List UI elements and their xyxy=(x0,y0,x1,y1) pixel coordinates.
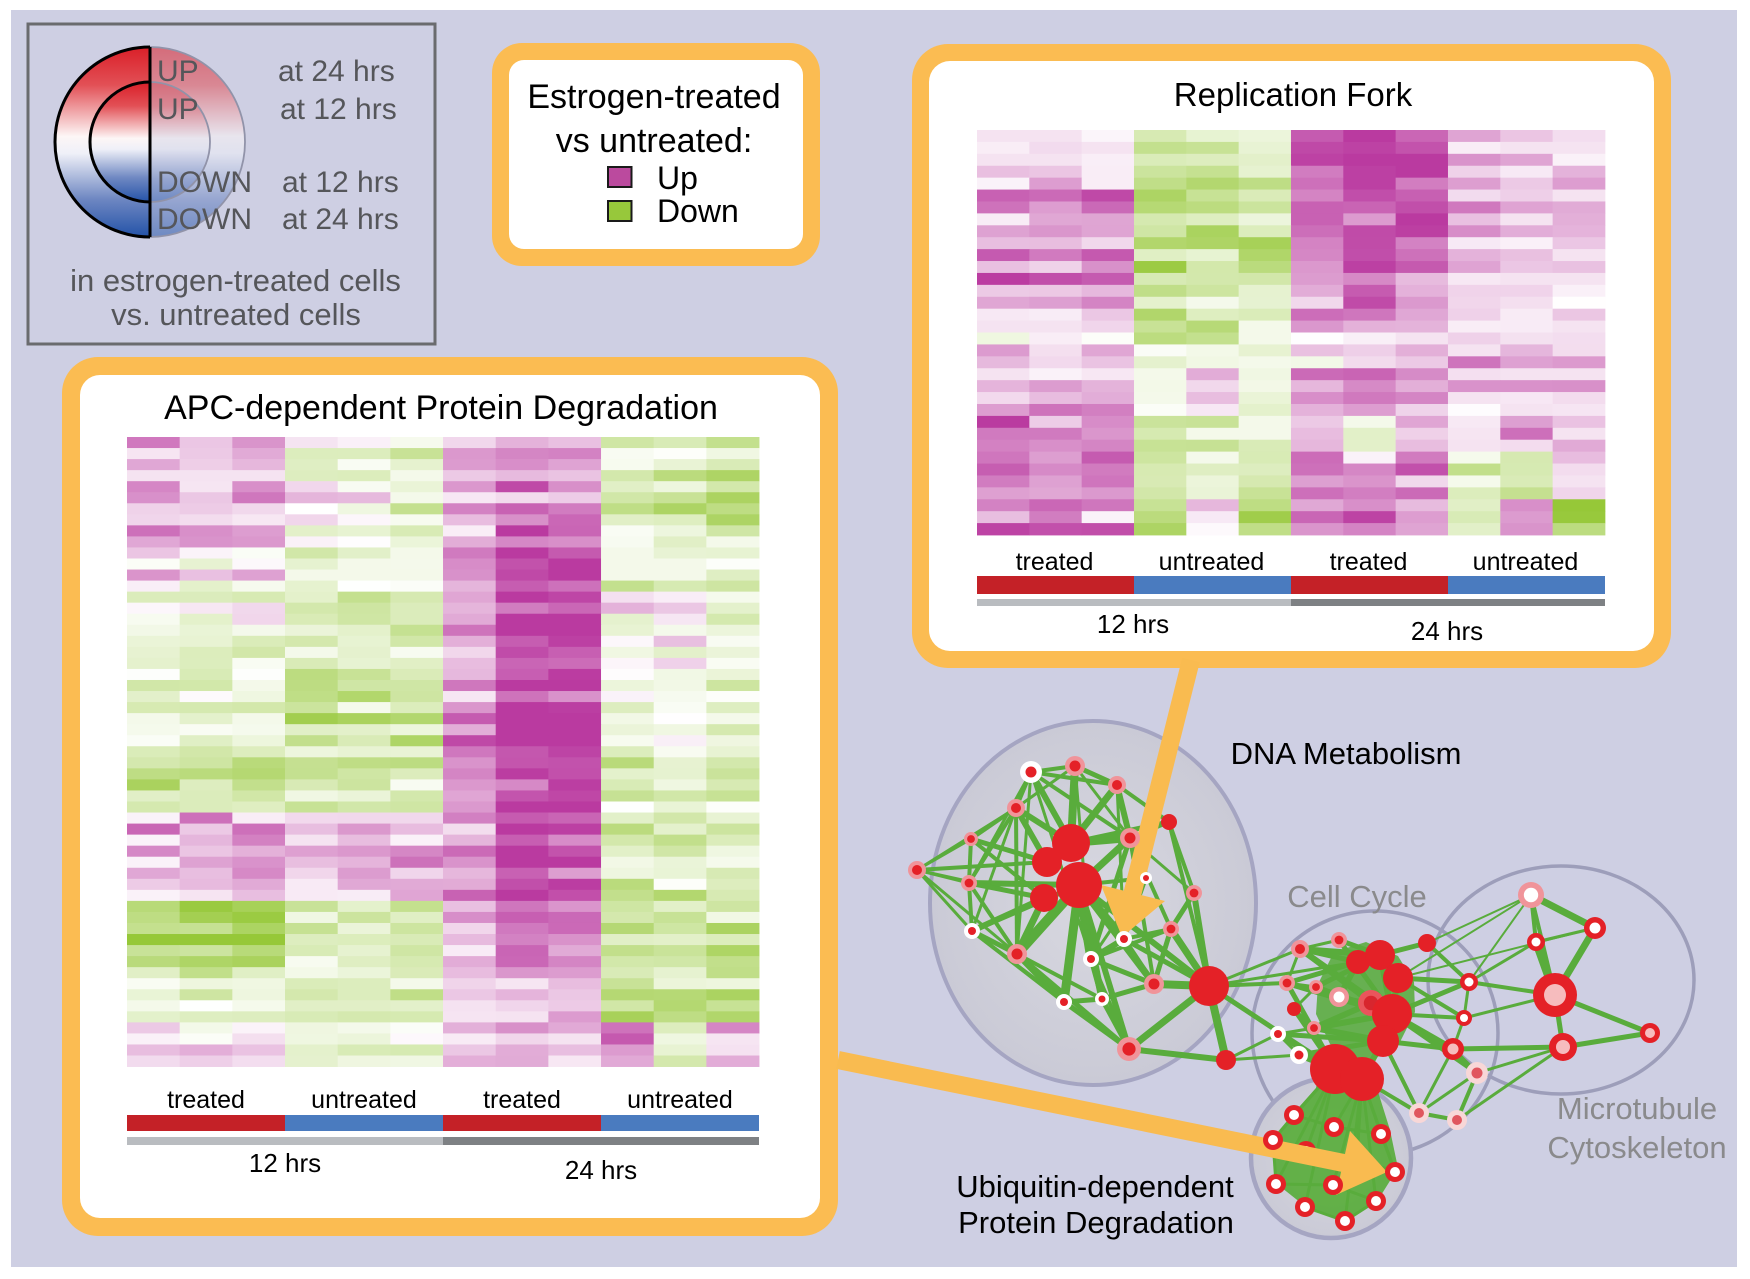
svg-text:Ubiquitin-dependent: Ubiquitin-dependent xyxy=(956,1169,1234,1204)
svg-text:Microtubule: Microtubule xyxy=(1557,1091,1717,1126)
svg-text:UP: UP xyxy=(157,55,199,88)
svg-text:untreated: untreated xyxy=(1159,548,1265,576)
svg-text:APC-dependent Protein Degradat: APC-dependent Protein Degradation xyxy=(164,389,718,427)
svg-text:at 24 hrs: at 24 hrs xyxy=(282,203,399,236)
svg-text:at 12 hrs: at 12 hrs xyxy=(282,166,399,199)
svg-text:in estrogen-treated cells: in estrogen-treated cells xyxy=(70,263,401,298)
svg-text:DNA Metabolism: DNA Metabolism xyxy=(1231,736,1462,771)
svg-text:24 hrs: 24 hrs xyxy=(565,1155,637,1185)
svg-text:at 12 hrs: at 12 hrs xyxy=(280,93,397,126)
svg-text:treated: treated xyxy=(167,1086,245,1114)
svg-text:Replication Fork: Replication Fork xyxy=(1174,76,1413,113)
svg-text:treated: treated xyxy=(483,1086,561,1114)
svg-text:DOWN: DOWN xyxy=(157,203,252,236)
svg-text:Cytoskeleton: Cytoskeleton xyxy=(1547,1130,1726,1165)
svg-text:Cell Cycle: Cell Cycle xyxy=(1287,879,1427,914)
svg-text:Up: Up xyxy=(657,160,698,196)
svg-text:untreated: untreated xyxy=(311,1086,417,1114)
svg-text:treated: treated xyxy=(1330,548,1408,576)
svg-text:DOWN: DOWN xyxy=(157,166,252,199)
svg-text:untreated: untreated xyxy=(627,1086,733,1114)
svg-text:12 hrs: 12 hrs xyxy=(249,1148,321,1178)
svg-text:Estrogen-treated: Estrogen-treated xyxy=(527,78,780,116)
svg-text:12 hrs: 12 hrs xyxy=(1097,609,1169,639)
svg-text:24 hrs: 24 hrs xyxy=(1411,616,1483,646)
svg-text:treated: treated xyxy=(1016,548,1094,576)
svg-text:Down: Down xyxy=(657,193,739,229)
svg-text:Protein Degradation: Protein Degradation xyxy=(958,1205,1234,1240)
svg-text:UP: UP xyxy=(157,93,199,126)
svg-text:at 24 hrs: at 24 hrs xyxy=(278,55,395,88)
svg-text:vs untreated:: vs untreated: xyxy=(556,122,753,160)
svg-text:vs. untreated cells: vs. untreated cells xyxy=(111,297,361,332)
svg-text:untreated: untreated xyxy=(1473,548,1579,576)
